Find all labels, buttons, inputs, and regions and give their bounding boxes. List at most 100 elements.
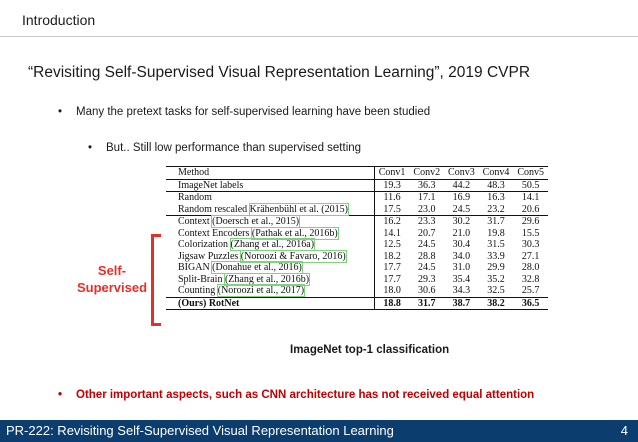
value-cell-conv5: 36.5 <box>513 296 548 310</box>
value-cell-conv2: 24.5 <box>418 262 436 273</box>
method-name: Context Encoders <box>178 227 252 239</box>
bracket-label-line: Supervised <box>76 280 148 295</box>
method-name: ImageNet labels <box>178 179 244 191</box>
value-cell-conv5: 28.0 <box>521 262 540 273</box>
table-row: Context Encoders (Pathak et al., 2016b) 1… <box>166 226 548 240</box>
table-row: Context (Doersch et al., 2015) 16.2 23.3 30… <box>166 215 548 228</box>
value-cell-conv3: 30.2 <box>444 215 479 228</box>
value-cell-conv1: 18.8 <box>374 296 410 310</box>
value-cell-conv4: 48.3 <box>478 178 514 192</box>
bullet-pretext-tasks: • Many the pretext tasks for self-supervi… <box>58 106 430 118</box>
value-cell-conv4: 31.5 <box>487 239 505 250</box>
table-row: (Ours) RotNet 18.8 31.7 38.7 38.2 36.5 <box>166 296 548 310</box>
citation-link[interactable]: Krähenbühl et al. (2015) <box>248 202 349 216</box>
value-cell-conv1: 17.7 <box>383 273 401 285</box>
self-supervised-label: Self- Supervised <box>74 262 150 296</box>
table-caption: ImageNet top-1 classification <box>290 344 450 356</box>
value-cell-conv1: 17.7 <box>383 262 401 273</box>
value-cell-conv1: 18.2 <box>383 250 401 262</box>
bullet-text: Other important aspects, such as CNN arc… <box>76 389 535 401</box>
method-cell: (Ours) RotNet <box>166 296 375 310</box>
value-cell-conv3: 31.0 <box>452 262 471 273</box>
column-header-conv1: Conv1 <box>374 166 410 179</box>
value-cell-conv2: 17.1 <box>409 191 445 204</box>
value-cell-conv1: 18.0 <box>383 285 401 296</box>
value-cell-conv2: 20.7 <box>418 227 436 239</box>
citation-link[interactable]: (Noroozi et al., 2017) <box>216 284 306 297</box>
value-cell-conv2: 23.0 <box>418 203 436 215</box>
value-cell-conv4: 35.2 <box>487 273 505 285</box>
column-header-conv3: Conv3 <box>444 166 479 179</box>
method-cell: Context (Doersch et al., 2015) <box>166 215 375 228</box>
method-name: Random rescaled <box>178 203 250 215</box>
value-cell-conv5: 15.5 <box>521 227 540 239</box>
method-cell: Random <box>166 191 375 204</box>
value-cell-conv4: 29.9 <box>487 262 505 273</box>
table-row: BIGAN (Donahue et al., 2016) 17.7 24.5 31.0… <box>166 261 548 274</box>
page-number: 4 <box>620 423 628 438</box>
table-row: Counting (Noroozi et al., 2017) 18.0 30.6 3… <box>166 284 548 297</box>
value-cell-conv1: 19.3 <box>374 178 410 192</box>
method-cell: Context Encoders (Pathak et al., 2016b) <box>166 226 375 240</box>
table-row: ImageNet labels 19.3 36.3 44.2 48.3 50.5 <box>166 178 548 192</box>
value-cell-conv3: 35.4 <box>452 273 471 285</box>
citation-link[interactable]: (Doersch et al., 2015) <box>211 215 301 228</box>
value-cell-conv4: 31.7 <box>478 215 514 228</box>
bullet-low-performance: • But.. Still low performance than superv… <box>88 142 361 154</box>
method-cell: BIGAN (Donahue et al., 2016) <box>166 261 375 274</box>
value-cell-conv2: 29.3 <box>418 273 436 285</box>
table-row: Split-Brain (Zhang et al., 2016b) 17.7 29.… <box>166 272 548 286</box>
citation-link[interactable]: (Zhang et al., 2016a) <box>229 238 316 251</box>
bracket-label-line: Self- <box>97 263 127 278</box>
value-cell-conv4: 32.5 <box>487 285 505 296</box>
value-cell-conv1: 17.5 <box>383 203 401 215</box>
results-table: Method Conv1 Conv2 Conv3 Conv4 Conv5 ImageNet… <box>166 166 548 310</box>
value-cell-conv2: 36.3 <box>409 178 445 192</box>
value-cell-conv1: 14.1 <box>383 227 401 239</box>
table-row: Jigsaw Puzzles (Noroozi & Favaro, 2016) 1… <box>166 249 548 263</box>
table-row: Random 11.6 17.1 16.9 16.3 14.1 <box>166 191 548 204</box>
value-cell-conv4: 38.2 <box>478 296 514 310</box>
bullet-text: Many the pretext tasks for self-supervis… <box>76 106 431 118</box>
method-cell: Jigsaw Puzzles (Noroozi & Favaro, 2016) <box>166 249 375 263</box>
method-cell: Random rescaled Krähenbühl et al. (2015) <box>166 202 375 216</box>
value-cell-conv2: 31.7 <box>409 296 445 310</box>
footer-title: PR-222: Revisiting Self-Supervised Visua… <box>6 423 394 438</box>
value-cell-conv3: 44.2 <box>444 178 479 192</box>
method-name: (Ours) RotNet <box>178 297 240 309</box>
bullet-other-aspects: • Other important aspects, such as CNN ar… <box>58 389 534 401</box>
method-cell: ImageNet labels <box>166 178 375 192</box>
column-header-method: Method <box>166 166 375 179</box>
footer-bar: PR-222: Revisiting Self-Supervised Visua… <box>0 420 638 442</box>
value-cell-conv2: 30.6 <box>418 285 436 296</box>
citation-link[interactable]: (Noroozi & Favaro, 2016) <box>239 249 347 263</box>
value-cell-conv4: 16.3 <box>478 191 514 204</box>
value-cell-conv3: 34.3 <box>452 285 471 296</box>
table-row: Colorization (Zhang et al., 2016a) 12.5 24… <box>166 238 548 251</box>
citation-link[interactable]: (Donahue et al., 2016) <box>211 261 303 274</box>
value-cell-conv4: 33.9 <box>487 250 505 262</box>
value-cell-conv1: 16.2 <box>374 215 410 228</box>
value-cell-conv5: 32.8 <box>521 273 540 285</box>
value-cell-conv1: 12.5 <box>383 239 401 250</box>
value-cell-conv2: 28.8 <box>418 250 436 262</box>
value-cell-conv4: 19.8 <box>487 227 505 239</box>
value-cell-conv5: 25.7 <box>521 285 540 296</box>
method-name: BIGAN <box>178 262 213 273</box>
value-cell-conv5: 14.1 <box>513 191 548 204</box>
method-name: Random <box>178 192 212 203</box>
citation-link[interactable]: (Pathak et al., 2016b) <box>250 226 339 240</box>
column-header-conv4: Conv4 <box>478 166 514 179</box>
value-cell-conv5: 20.6 <box>521 203 540 215</box>
table-row: Random rescaled Krähenbühl et al. (2015)… <box>166 202 548 216</box>
method-cell: Split-Brain (Zhang et al., 2016b) <box>166 272 375 286</box>
value-cell-conv3: 16.9 <box>444 191 479 204</box>
slide-title: “Revisiting Self-Supervised Visual Repre… <box>28 64 531 81</box>
citation-link[interactable]: (Zhang et al., 2016b) <box>223 272 311 286</box>
value-cell-conv3: 30.4 <box>452 239 471 250</box>
value-cell-conv3: 21.0 <box>452 227 471 239</box>
column-header-conv2: Conv2 <box>409 166 445 179</box>
method-name: Counting <box>178 285 218 296</box>
table-header-row: Method Conv1 Conv2 Conv3 Conv4 Conv5 <box>166 166 548 179</box>
section-header: Introduction <box>22 12 96 28</box>
